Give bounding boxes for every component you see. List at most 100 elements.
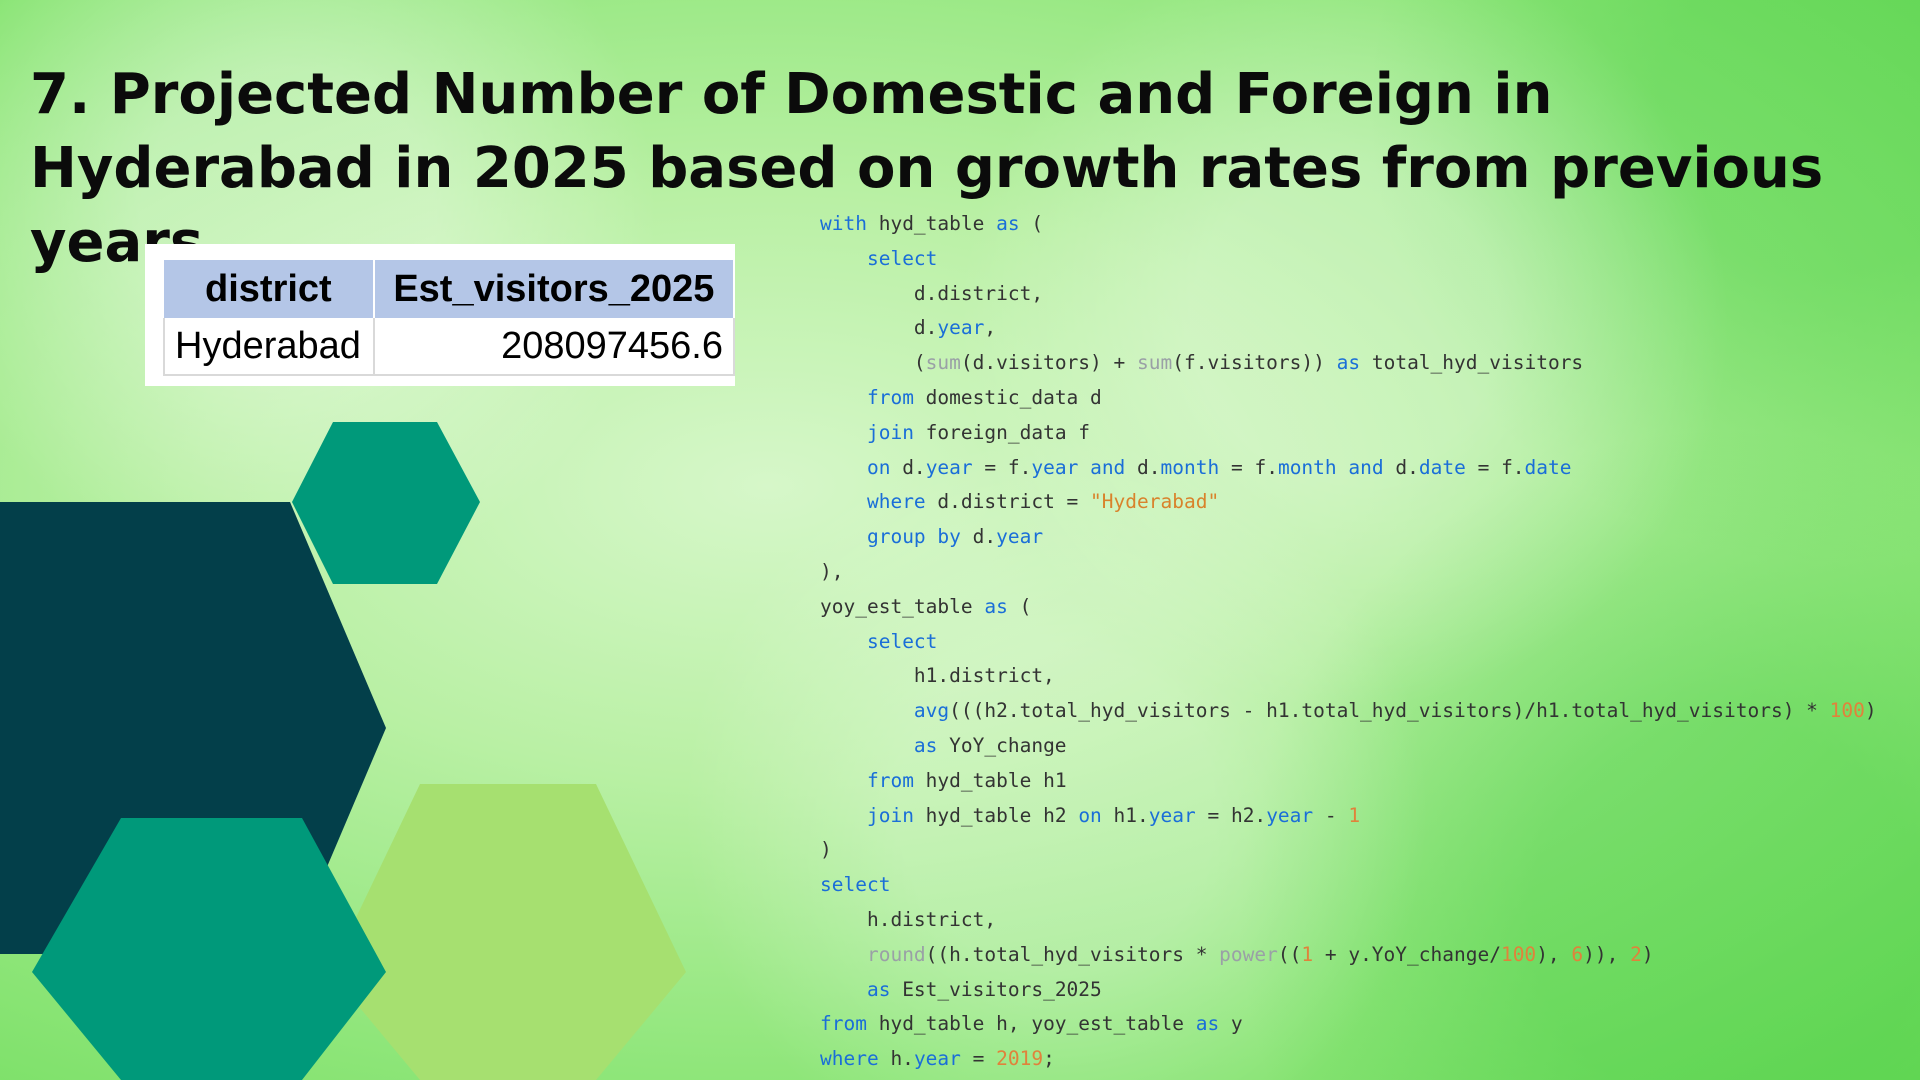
- table-row: Hyderabad 208097456.6: [163, 318, 736, 376]
- code-text: hyd_table h1: [913, 768, 1067, 792]
- code-keyword: as: [913, 733, 938, 757]
- code-line: select: [820, 625, 1910, 660]
- code-text: d.: [820, 316, 938, 340]
- code-text: [820, 769, 867, 792]
- code-text: [820, 525, 867, 548]
- code-text: ),: [1536, 942, 1572, 966]
- code-keyword: select: [866, 246, 938, 270]
- code-text: (: [1007, 594, 1032, 618]
- code-number: 1: [1301, 942, 1314, 966]
- code-number: 1: [1348, 803, 1361, 827]
- code-text: h1.: [1101, 803, 1149, 827]
- code-keyword: and: [1090, 455, 1126, 479]
- code-text: = f.: [972, 455, 1032, 479]
- code-text: [820, 386, 867, 409]
- code-function: power: [1219, 942, 1278, 966]
- code-line: select: [820, 868, 1910, 903]
- code-keyword: as: [1336, 351, 1361, 375]
- code-text: yoy_est_table: [820, 594, 985, 618]
- code-text: [820, 943, 867, 966]
- code-keyword: with: [820, 212, 867, 235]
- code-keyword: select: [866, 629, 938, 653]
- code-keyword: month: [1160, 455, 1220, 479]
- cell-district: Hyderabad: [163, 318, 375, 376]
- cell-est-visitors: 208097456.6: [373, 318, 736, 376]
- code-text: ): [1864, 699, 1877, 723]
- code-line: ),: [820, 555, 1910, 590]
- code-text: YoY_change: [937, 733, 1067, 757]
- code-text: (((h2.total_hyd_visitors - h1.total_hyd_…: [949, 699, 1830, 723]
- code-keyword: year: [996, 525, 1044, 549]
- code-line: with hyd_table as (: [820, 207, 1910, 242]
- code-line: where d.district = "Hyderabad": [820, 485, 1910, 520]
- code-text: foreign_data f: [913, 420, 1091, 444]
- code-text: Est_visitors_2025: [890, 977, 1102, 1001]
- code-keyword: join: [866, 420, 914, 444]
- code-line: d.district,: [820, 277, 1910, 312]
- code-text: h.: [878, 1047, 914, 1071]
- code-line: d.year,: [820, 311, 1910, 346]
- code-text: d.: [1383, 455, 1419, 479]
- code-keyword: from: [866, 768, 914, 792]
- code-text: ((h.total_hyd_visitors *: [925, 942, 1220, 966]
- code-line: on d.year = f.year and d.month = f.month…: [820, 451, 1910, 486]
- code-text: d.: [960, 525, 997, 549]
- table-header-row: district Est_visitors_2025: [164, 260, 736, 318]
- code-keyword: as: [1195, 1012, 1220, 1036]
- code-text: hyd_table h2: [913, 803, 1079, 827]
- code-text: [820, 630, 867, 653]
- code-line: select: [820, 242, 1910, 277]
- code-function: sum: [1137, 351, 1173, 375]
- code-text: [820, 421, 867, 444]
- code-keyword: date: [1524, 455, 1572, 479]
- code-text: -: [1313, 803, 1349, 827]
- code-line: h1.district,: [820, 659, 1910, 694]
- code-text: h1.district,: [820, 664, 1055, 688]
- code-keyword: as: [984, 594, 1008, 618]
- code-line: h.district,: [820, 903, 1910, 938]
- code-text: =: [960, 1047, 997, 1071]
- code-text: )),: [1583, 942, 1631, 966]
- code-text: hyd_table h, yoy_est_table: [866, 1012, 1196, 1036]
- code-text: [820, 978, 867, 1001]
- code-text: ): [820, 838, 832, 862]
- code-line: group by d.year: [820, 520, 1910, 555]
- code-keyword: on: [866, 455, 891, 479]
- code-text: ),: [820, 559, 844, 583]
- code-text: d.: [1125, 455, 1161, 479]
- code-function: sum: [925, 351, 961, 375]
- column-header-district: district: [164, 260, 375, 318]
- code-string: "Hyderabad": [1090, 490, 1220, 514]
- code-line: from hyd_table h1: [820, 764, 1910, 799]
- result-table-screenshot: district Est_visitors_2025 Hyderabad 208…: [145, 244, 736, 386]
- code-line: where h.year = 2019;: [820, 1042, 1910, 1077]
- code-number: 2: [1630, 942, 1642, 966]
- code-line: round((h.total_hyd_visitors * power((1 +…: [820, 938, 1910, 973]
- code-line: as Est_visitors_2025: [820, 973, 1910, 1008]
- code-text: h.district,: [820, 907, 997, 931]
- code-line: avg(((h2.total_hyd_visitors - h1.total_h…: [820, 694, 1910, 729]
- code-function: round: [866, 942, 926, 966]
- code-text: [820, 734, 914, 757]
- code-line: join foreign_data f: [820, 416, 1910, 451]
- code-keyword: from: [866, 385, 914, 409]
- code-text: (: [1019, 212, 1044, 235]
- code-line: join hyd_table h2 on h1.year = h2.year -…: [820, 799, 1910, 834]
- code-line: from domestic_data d: [820, 381, 1910, 416]
- code-text: y: [1219, 1012, 1243, 1036]
- code-text: hyd_table: [866, 212, 997, 235]
- code-text: [820, 247, 867, 270]
- code-keyword: group by: [866, 525, 961, 549]
- result-table: district Est_visitors_2025 Hyderabad 208…: [163, 260, 736, 376]
- code-text: domestic_data d: [913, 385, 1102, 409]
- code-text: = f.: [1219, 455, 1278, 479]
- code-line: yoy_est_table as (: [820, 590, 1910, 625]
- hexagon-small-teal: [292, 422, 480, 584]
- code-keyword: year: [1148, 803, 1196, 827]
- code-keyword: month: [1277, 455, 1337, 479]
- code-keyword: year: [913, 1047, 961, 1071]
- code-text: ): [1641, 942, 1654, 966]
- code-text: (: [820, 351, 926, 375]
- code-keyword: avg: [913, 699, 950, 723]
- code-text: [820, 456, 867, 479]
